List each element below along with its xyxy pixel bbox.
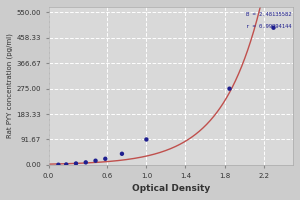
Point bbox=[103, 157, 108, 160]
Y-axis label: Rat PYY concentration (pg/ml): Rat PYY concentration (pg/ml) bbox=[7, 33, 14, 138]
Point bbox=[271, 26, 276, 29]
Text: B = 2.48135582: B = 2.48135582 bbox=[245, 12, 291, 17]
Point bbox=[56, 163, 61, 166]
Point bbox=[119, 152, 124, 155]
Point bbox=[227, 87, 232, 90]
X-axis label: Optical Density: Optical Density bbox=[132, 184, 210, 193]
Point bbox=[74, 162, 78, 165]
Point bbox=[83, 161, 88, 164]
Text: r = 0.99994144: r = 0.99994144 bbox=[245, 24, 291, 29]
Point bbox=[144, 138, 149, 141]
Point bbox=[93, 159, 98, 162]
Point bbox=[64, 163, 69, 166]
